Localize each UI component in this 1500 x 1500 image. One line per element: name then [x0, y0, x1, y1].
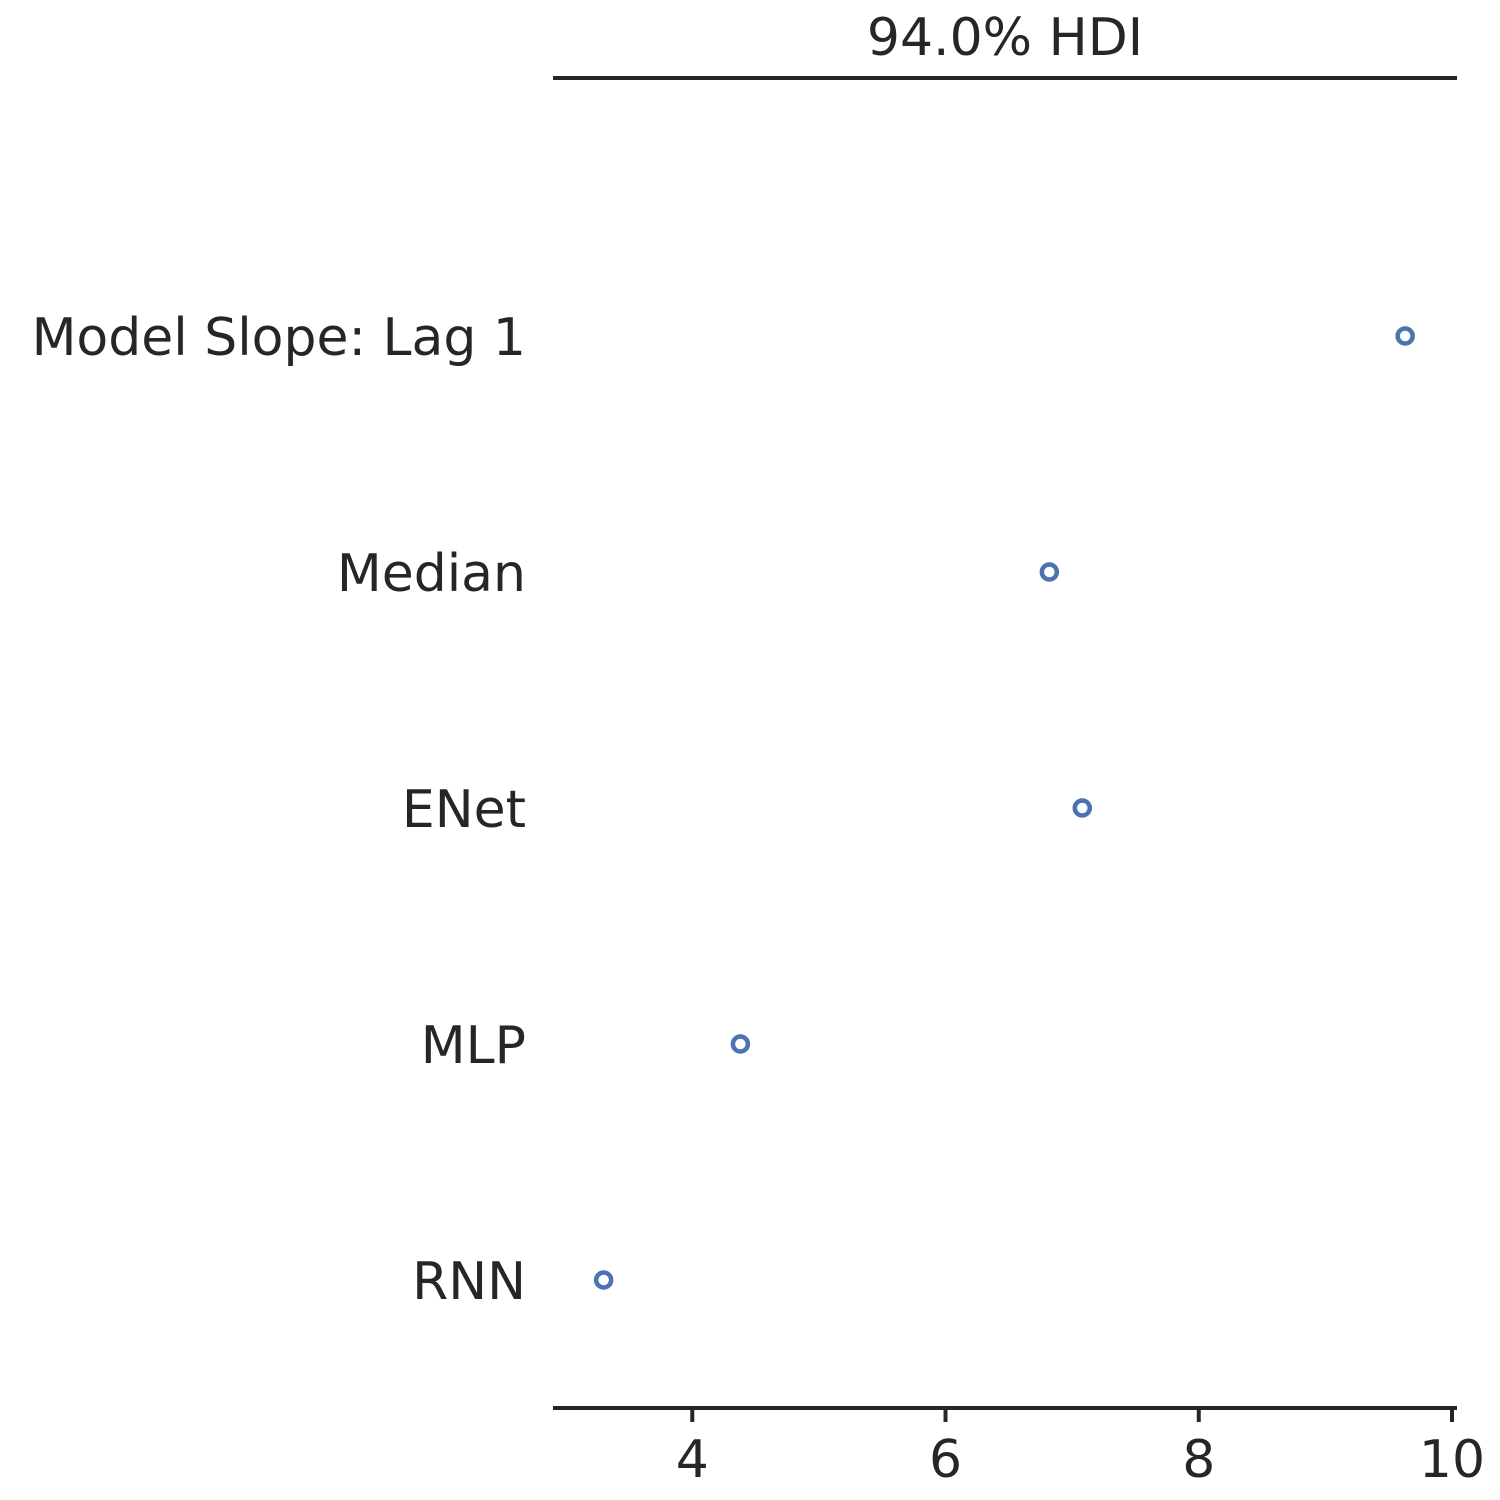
y-category-label: MLP: [421, 1016, 526, 1076]
chart-title: 94.0% HDI: [867, 8, 1143, 68]
y-axis-labels: Model Slope: Lag 1 Median ENet MLP RNN: [32, 308, 526, 1312]
data-point: [1395, 326, 1415, 346]
data-point: [1039, 562, 1060, 582]
x-axis-ticks: 4 6 8 10: [676, 1408, 1485, 1490]
x-tick-label: 8: [1182, 1430, 1215, 1490]
x-tick-label: 10: [1419, 1430, 1485, 1490]
x-tick-label: 6: [929, 1430, 962, 1490]
y-category-label: ENet: [402, 780, 526, 840]
y-category-label: RNN: [412, 1252, 526, 1312]
data-points: [593, 326, 1415, 1290]
data-point: [1072, 798, 1093, 818]
y-category-label: Median: [337, 544, 526, 604]
data-point: [730, 1034, 751, 1054]
x-tick-label: 4: [676, 1430, 709, 1490]
y-category-label: Model Slope: Lag 1: [32, 308, 526, 368]
data-point: [593, 1270, 614, 1290]
